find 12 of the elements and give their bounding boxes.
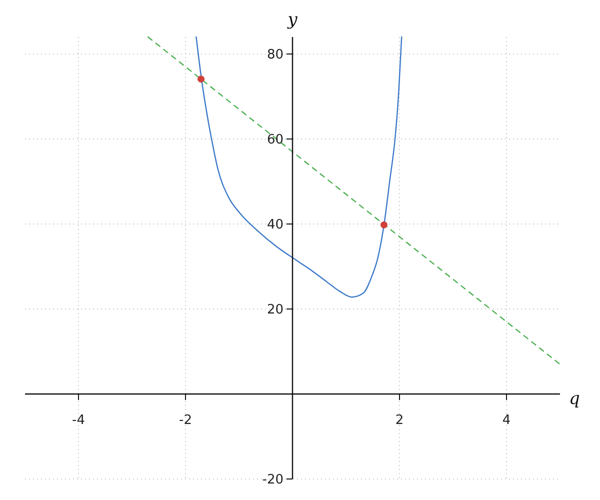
y-tick-label: 40: [266, 218, 284, 233]
x-tick-label: 4: [502, 413, 511, 428]
y-tick-label: 80: [266, 48, 284, 63]
x-tick-label: 2: [395, 413, 404, 428]
y-tick-label: 60: [266, 132, 284, 148]
y-tick-label: 20: [266, 302, 284, 318]
x-tick-label: -2: [179, 413, 192, 428]
y-axis-title: y: [286, 10, 298, 30]
x-tick-label: -4: [72, 413, 85, 428]
y-tick-label: -20: [262, 472, 284, 488]
line-series: [196, 36, 402, 298]
x-axis-title: q: [569, 389, 580, 409]
